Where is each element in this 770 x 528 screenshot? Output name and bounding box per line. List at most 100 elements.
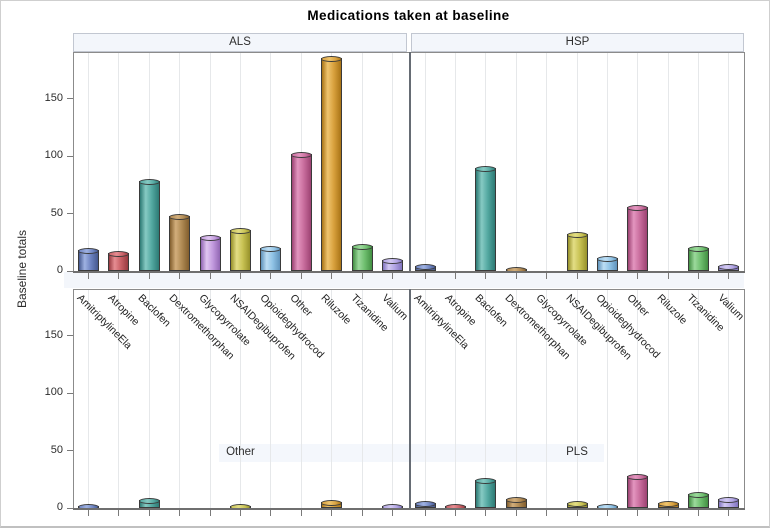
bar-als-Atropine — [108, 250, 130, 271]
x-axis-tick — [697, 510, 699, 516]
y-axis-tick — [67, 507, 73, 509]
bar-als-NSAIDegibuprofen — [230, 227, 251, 271]
gridline — [697, 289, 699, 508]
bar-top-cap — [351, 243, 373, 250]
x-axis-line — [73, 508, 745, 510]
x-axis-tick — [240, 273, 241, 279]
gridline — [637, 52, 639, 271]
y-tick-label: 150 — [44, 91, 63, 104]
panel-label-other: Other — [226, 446, 255, 458]
x-axis-tick — [485, 510, 487, 516]
bar-pls-Tizanidine — [687, 492, 709, 508]
bar-top-cap — [657, 501, 679, 508]
x-axis-tick — [576, 510, 578, 516]
bar-pls-Valium — [718, 496, 740, 508]
y-axis-tick — [67, 213, 73, 214]
x-axis-tick — [209, 273, 211, 279]
y-tick-label: 50 — [50, 206, 63, 219]
gridline — [455, 289, 457, 508]
y-axis-tick — [67, 335, 73, 336]
bar-other-Riluzole — [321, 500, 343, 508]
bar-top-cap — [108, 250, 130, 257]
x-axis-tick — [728, 510, 730, 516]
bar-top-cap — [475, 478, 497, 485]
bar-hsp-Valium — [718, 264, 740, 271]
gridline — [576, 52, 578, 271]
row-gap-strip — [64, 272, 744, 288]
gridline — [606, 289, 608, 508]
bar-top-cap — [687, 492, 709, 499]
x-axis-tick — [331, 510, 333, 516]
gridline — [424, 289, 426, 508]
x-category-label: AmitriptylineEla — [411, 292, 472, 352]
x-axis-tick — [270, 273, 272, 279]
panel-label-pls: PLS — [566, 446, 588, 458]
x-axis-tick — [667, 510, 669, 516]
y-axis-tick — [67, 155, 73, 157]
gridline — [209, 289, 211, 508]
gridline — [546, 289, 548, 508]
gridline — [546, 52, 548, 271]
bar-als-Tizanidine — [351, 243, 373, 271]
x-axis-tick — [179, 510, 181, 516]
x-axis-tick — [455, 273, 457, 279]
bar-als-AmitriptylineEla — [77, 248, 99, 271]
x-axis-tick — [637, 273, 639, 279]
gridline — [455, 52, 457, 271]
x-axis-tick — [87, 510, 89, 516]
x-axis-tick — [300, 510, 302, 516]
gridline — [485, 289, 487, 508]
gridline — [392, 289, 394, 508]
y-tick-label: 0 — [56, 501, 63, 513]
gridline — [361, 52, 363, 271]
x-axis-tick — [300, 273, 302, 279]
bar-als-Dextromethorphan — [169, 213, 191, 271]
x-axis-tick — [270, 510, 272, 516]
x-category-label: Riluzole — [654, 292, 690, 327]
plot-frame-right — [744, 289, 745, 508]
x-axis-tick — [515, 510, 517, 516]
x-axis-tick — [455, 510, 457, 516]
bar-top-cap — [290, 151, 312, 158]
bar-top-cap — [566, 501, 588, 508]
gridline — [515, 289, 517, 508]
gridline — [606, 52, 608, 271]
gridline — [576, 289, 578, 508]
panel-header-als: ALS — [73, 33, 407, 52]
bar-als-Riluzole — [321, 56, 343, 271]
x-axis-tick — [546, 510, 548, 516]
x-category-label: Baclofen — [135, 292, 174, 330]
x-axis-tick — [392, 510, 394, 516]
bottom-header-strip — [219, 444, 604, 462]
gridline — [331, 289, 333, 508]
x-axis-line — [73, 271, 745, 273]
y-tick-label: 100 — [44, 386, 63, 398]
x-axis-tick — [606, 273, 608, 279]
bar-top-cap — [260, 246, 282, 252]
bar-als-Glycopyrrolate — [199, 234, 221, 271]
bar-hsp-Opioideghydrocod — [596, 256, 618, 271]
plot-frame-right — [744, 52, 745, 271]
bar-als-Opioideghydrocod — [260, 246, 282, 271]
x-axis-tick — [148, 510, 150, 516]
bar-top-cap — [596, 256, 618, 263]
gridline — [485, 52, 487, 271]
bar-top-cap — [169, 213, 191, 220]
gridline — [148, 289, 150, 508]
x-category-label: AmitriptylineEla — [74, 292, 135, 352]
gridline — [240, 289, 241, 508]
gridline — [392, 52, 394, 271]
bar-top-cap — [475, 165, 497, 172]
x-axis-tick — [361, 273, 363, 279]
gridline — [637, 289, 639, 508]
bar-hsp-AmitriptylineEla — [414, 264, 436, 271]
bar-top-cap — [230, 227, 251, 234]
bar-top-cap — [321, 56, 343, 63]
gridline — [728, 52, 730, 271]
gridline — [148, 52, 150, 271]
bar-als-Baclofen — [138, 179, 160, 271]
gridline — [118, 289, 120, 508]
y-axis-tick — [67, 450, 73, 451]
x-axis-tick — [697, 273, 699, 279]
gridline — [697, 52, 699, 271]
